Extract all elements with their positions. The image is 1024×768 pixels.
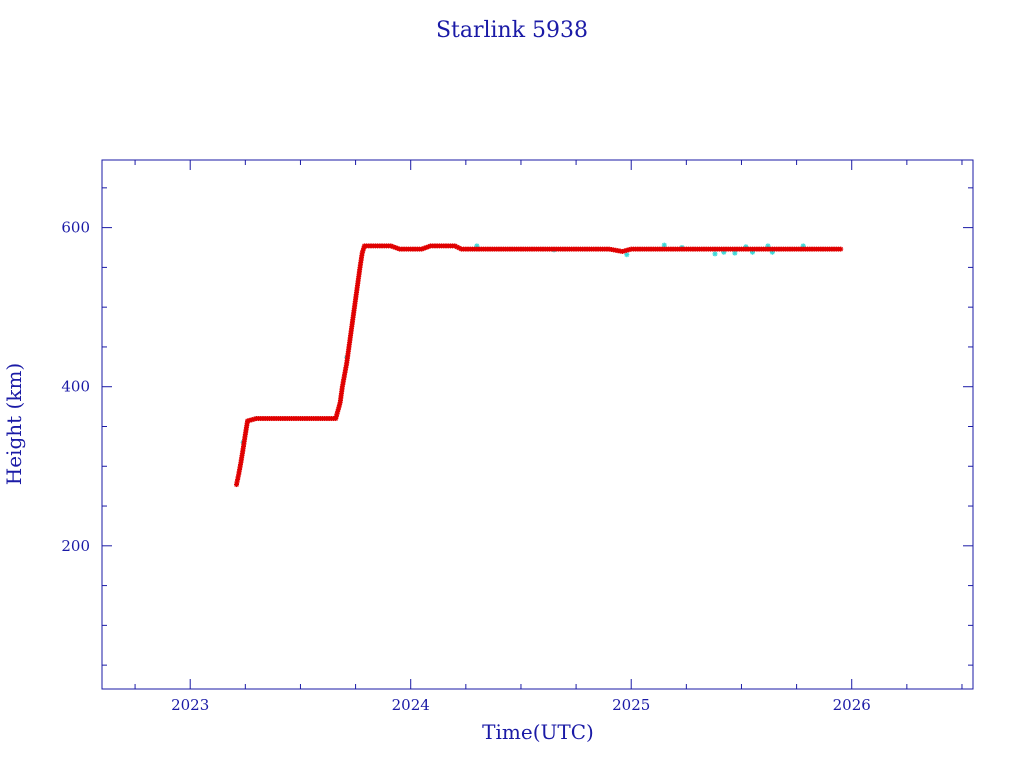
y-tick-label: 400: [61, 378, 90, 396]
secondary-point: [624, 252, 630, 258]
y-tick-label: 600: [61, 219, 90, 237]
x-tick-label: 2025: [612, 696, 650, 714]
x-tick-label: 2023: [171, 696, 209, 714]
y-axis: 200 400 600: [61, 187, 973, 666]
primary-point: [838, 246, 844, 252]
x-tick-label: 2024: [392, 696, 430, 714]
x-axis: 2023 2024 2025 2026: [134, 160, 963, 714]
plot-frame: [101, 159, 974, 690]
primary-point: [425, 244, 431, 250]
x-axis-label: Time(UTC): [482, 720, 594, 744]
secondary-point: [712, 251, 718, 257]
x-tick-label: 2026: [833, 696, 871, 714]
data-series: [234, 242, 844, 488]
chart-title: Starlink 5938: [436, 18, 588, 43]
y-tick-label: 200: [61, 537, 90, 555]
y-axis-label: Height (km): [2, 363, 26, 485]
